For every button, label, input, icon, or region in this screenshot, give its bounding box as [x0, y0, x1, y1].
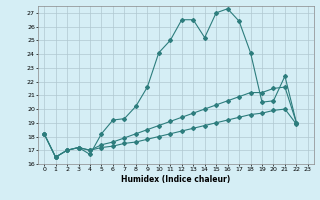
X-axis label: Humidex (Indice chaleur): Humidex (Indice chaleur) — [121, 175, 231, 184]
